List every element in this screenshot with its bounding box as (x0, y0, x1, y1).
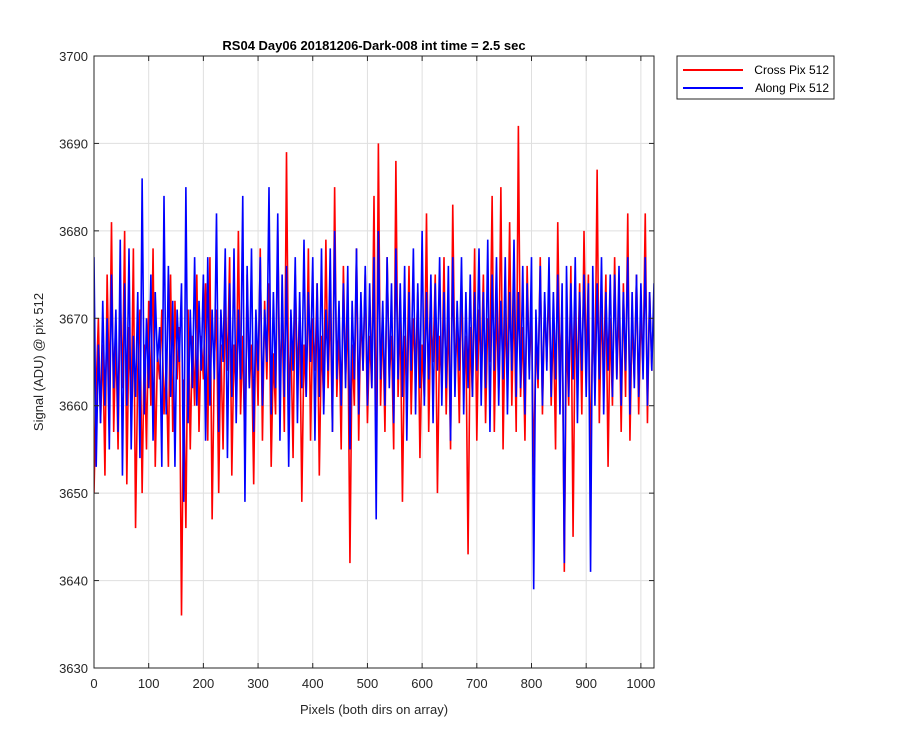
y-tick-label: 3630 (59, 661, 88, 676)
x-tick-label: 700 (466, 676, 488, 691)
y-tick-label: 3690 (59, 136, 88, 151)
x-tick-label: 1000 (626, 676, 655, 691)
legend-label-along-pix: Along Pix 512 (755, 81, 829, 95)
x-tick-label: 600 (411, 676, 433, 691)
y-tick-label: 3650 (59, 486, 88, 501)
y-tick-label: 3670 (59, 311, 88, 326)
x-tick-label: 200 (193, 676, 215, 691)
x-tick-label: 500 (357, 676, 379, 691)
x-tick-label: 300 (247, 676, 269, 691)
x-tick-label: 400 (302, 676, 324, 691)
y-tick-label: 3640 (59, 574, 88, 589)
y-tick-labels: 3630 3640 3650 3660 3670 3680 3690 3700 (59, 49, 88, 676)
tick-marks (93, 55, 654, 669)
series-line-along-pix-512 (94, 178, 654, 590)
legend-label-cross-pix: Cross Pix 512 (754, 63, 829, 77)
x-tick-label: 900 (575, 676, 597, 691)
legend-box (676, 55, 835, 100)
y-tick-label: 3680 (59, 224, 88, 239)
x-axis-label: Pixels (both dirs on array) (300, 702, 448, 717)
y-axis-label: Signal (ADU) @ pix 512 (31, 293, 46, 431)
y-tick-label: 3660 (59, 399, 88, 414)
series-layer (94, 125, 654, 616)
legend: Cross Pix 512 Along Pix 512 (676, 55, 835, 100)
chart-title: RS04 Day06 20181206-Dark-008 int time = … (222, 38, 525, 53)
axes-box (93, 55, 655, 669)
x-tick-labels: 0 100 200 300 400 500 600 700 800 900 1000 (90, 676, 655, 691)
x-tick-label: 0 (90, 676, 97, 691)
y-tick-label: 3700 (59, 49, 88, 64)
x-tick-label: 100 (138, 676, 160, 691)
x-tick-label: 800 (521, 676, 543, 691)
